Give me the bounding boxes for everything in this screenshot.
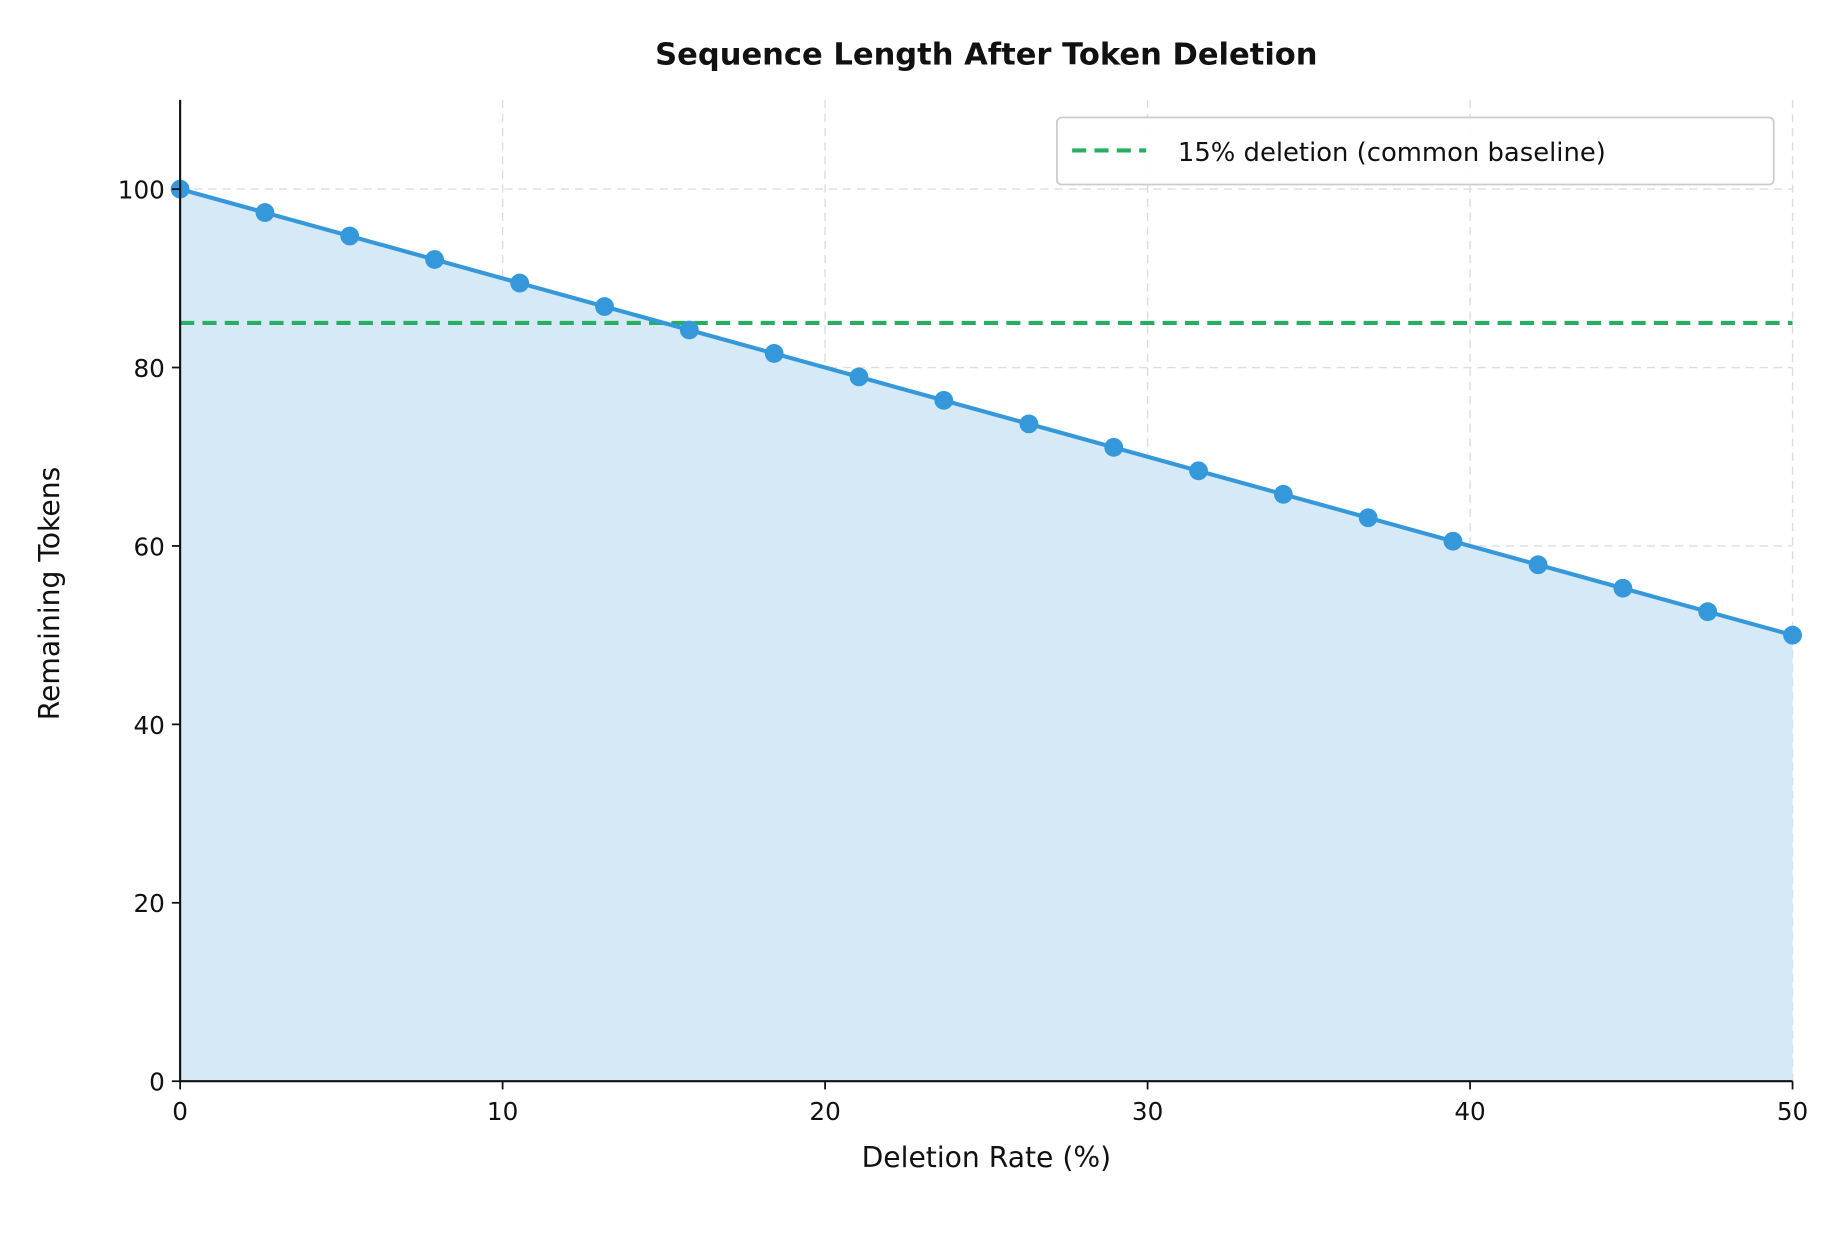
tick-labels: 0 10 20 30 40 50 0 20 40 60 80 100 <box>118 176 1809 1126</box>
y-tick-label: 40 <box>133 711 164 740</box>
data-point <box>595 297 614 316</box>
legend-box <box>1055 116 1775 186</box>
data-points <box>170 179 1802 645</box>
x-tick-label: 50 <box>1777 1097 1808 1126</box>
data-point <box>1698 602 1718 622</box>
data-point <box>1528 555 1548 575</box>
x-tick-label: 30 <box>1132 1097 1163 1126</box>
x-axis-label: Deletion Rate (%) <box>862 1141 1112 1174</box>
data-point <box>340 226 360 246</box>
x-tick-label: 0 <box>172 1097 188 1126</box>
data-point <box>1358 508 1378 528</box>
data-point <box>1104 437 1124 457</box>
data-point <box>679 320 699 340</box>
data-point <box>510 273 530 293</box>
y-tick-label: 0 <box>149 1068 165 1097</box>
data-point <box>425 250 444 269</box>
data-point <box>764 344 784 363</box>
data-point <box>1273 484 1293 504</box>
y-tick-label: 20 <box>133 889 164 918</box>
data-point <box>1613 578 1633 598</box>
data-point <box>255 203 275 222</box>
area-fill <box>180 189 1793 1082</box>
chart-title: Sequence Length After Token Deletion <box>655 38 1317 73</box>
y-axis-label: Remaining Tokens <box>33 467 66 721</box>
x-tick-label: 20 <box>809 1097 840 1126</box>
data-point <box>1019 414 1039 434</box>
data-point <box>1443 531 1463 551</box>
y-tick-label: 80 <box>133 354 164 383</box>
data-point <box>849 367 869 387</box>
axes <box>171 99 1794 1090</box>
series-line <box>179 187 1794 638</box>
legend: 15% deletion (common baseline) <box>1055 116 1775 186</box>
legend-label: 15% deletion (common baseline) <box>1178 138 1606 168</box>
x-tick-label: 40 <box>1454 1097 1485 1126</box>
data-point <box>1189 461 1208 481</box>
y-tick-label: 60 <box>133 532 164 561</box>
data-point <box>934 390 954 410</box>
data-point <box>1783 625 1802 645</box>
x-tick-label: 10 <box>487 1097 518 1126</box>
y-tick-label: 100 <box>118 176 165 205</box>
